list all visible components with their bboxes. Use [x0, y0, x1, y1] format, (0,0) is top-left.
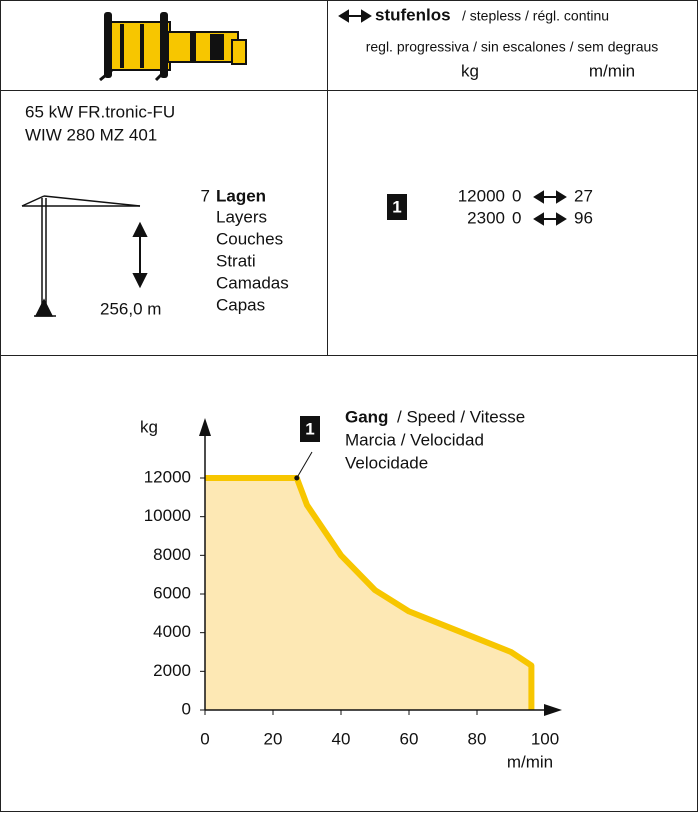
load: 12000: [458, 186, 505, 205]
y-tick-label: 10000: [144, 506, 191, 525]
layers-count: 7: [201, 186, 210, 205]
x-tick-label: 100: [531, 729, 559, 748]
leader: [296, 451, 313, 479]
layer-name: Capas: [216, 295, 265, 314]
motor: 65 kW FR.tronic-FU: [25, 102, 175, 121]
x-tick-label: 0: [200, 729, 209, 748]
gear: 1: [392, 197, 401, 216]
annotation-line: Marcia / Velocidad: [345, 430, 484, 449]
unit: kg: [461, 61, 479, 80]
x-axis-arrow: [544, 704, 562, 716]
y-tick-label: 8000: [153, 545, 191, 564]
gear-box: [300, 416, 320, 442]
layer-name: Couches: [216, 229, 283, 248]
annotation-title: Gang: [345, 407, 388, 426]
layers-title: Lagen: [216, 186, 266, 205]
annotation-line: Velocidade: [345, 453, 428, 472]
leader-dot: [294, 475, 300, 481]
height-arrow: [132, 221, 148, 289]
arrow-head: [556, 212, 567, 226]
load: 2300: [467, 208, 505, 227]
x-tick-label: 80: [468, 729, 487, 748]
layer-name: Layers: [216, 207, 267, 226]
y-tick-label: 6000: [153, 583, 191, 602]
bidirectional-arrow: [533, 212, 567, 226]
speed-min: 0: [512, 208, 521, 227]
header-title: stufenlos: [375, 5, 451, 24]
x-tick-label: 40: [332, 729, 351, 748]
y-axis-label: kg: [140, 417, 158, 436]
unit: m/min: [589, 61, 635, 80]
header-title: / stepless / régl. continu: [462, 8, 609, 24]
y-tick-label: 2000: [153, 661, 191, 680]
gear-box: [387, 194, 407, 220]
x-tick-label: 20: [264, 729, 283, 748]
model: WIW 280 MZ 401: [25, 125, 157, 144]
arrow-head: [556, 190, 567, 204]
arrow-head: [533, 212, 544, 226]
stepless-arrow: [338, 9, 372, 23]
header-subtitle: regl. progressiva / sin escalones / sem …: [366, 39, 659, 55]
x-tick-label: 60: [400, 729, 419, 748]
speed-min: 0: [512, 186, 521, 205]
y-tick-label: 0: [182, 699, 191, 718]
annotation-line: / Speed / Vitesse: [397, 407, 525, 426]
winch-icon: [99, 12, 247, 82]
line: [205, 475, 535, 710]
layer-name: Camadas: [216, 273, 289, 292]
y-tick-label: 12000: [144, 467, 191, 486]
arrow-head: [533, 190, 544, 204]
area: [205, 478, 532, 710]
height: 256,0 m: [100, 299, 161, 318]
bidirectional-arrow: [533, 190, 567, 204]
y-tick-label: 4000: [153, 622, 191, 641]
speed-max: 96: [574, 208, 593, 227]
y-axis-arrow: [199, 418, 211, 436]
x-axis-label: m/min: [507, 752, 553, 771]
speed-max: 27: [574, 186, 593, 205]
layer-name: Strati: [216, 251, 256, 270]
crane-icon: [21, 195, 141, 317]
gear: 1: [305, 419, 314, 438]
